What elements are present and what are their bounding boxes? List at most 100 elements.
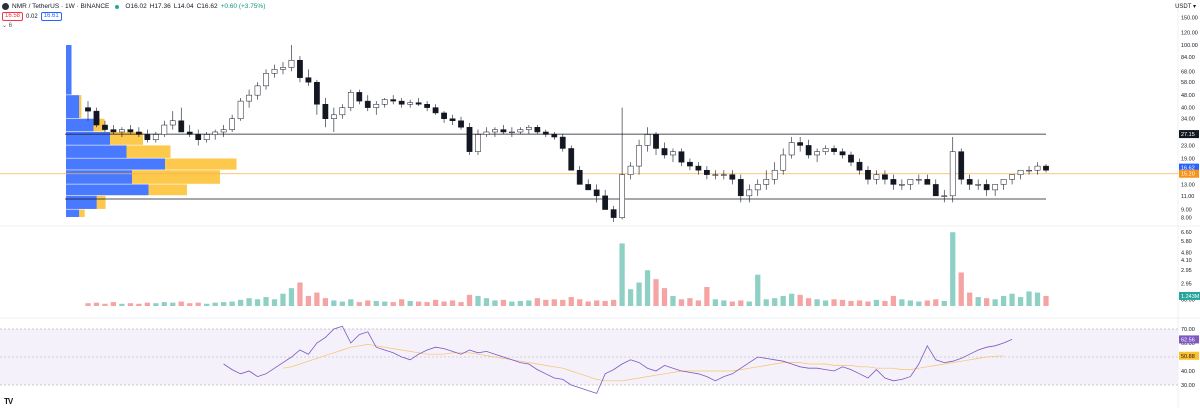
volume-profile-value-bar (79, 209, 85, 217)
volume-bar (390, 302, 396, 306)
candle-body (949, 151, 956, 197)
volume-profile-bar (66, 209, 80, 217)
volume-bar (339, 301, 345, 306)
price-tick-label: 48.00 (1181, 93, 1195, 99)
chevron-down-icon: ⌄ (2, 23, 8, 29)
symbol-title[interactable]: NMR / TetherUS · 1W · BINANCE (12, 3, 110, 10)
candle-body (729, 174, 736, 180)
rsi-tick-label: 60.00 (1181, 341, 1195, 347)
volume-bar (136, 303, 142, 306)
candle-body (814, 151, 820, 156)
volume-bar (831, 299, 837, 306)
level-price-label-bg (1179, 130, 1199, 139)
candle-body (263, 73, 269, 87)
candle-body (839, 151, 846, 156)
volume-bar (280, 293, 286, 306)
volume-bar (916, 301, 922, 306)
candle-body (110, 129, 117, 133)
volume-bar (263, 297, 269, 306)
sell-button[interactable]: 16.58 (2, 12, 24, 21)
volume-bar (1000, 295, 1007, 306)
rsi-tick-label: 70.00 (1181, 327, 1195, 333)
volume-profile-value-bar (165, 158, 237, 170)
ohlc-close: C16.62 (196, 3, 218, 10)
rsi-tick-label: 40.00 (1181, 369, 1195, 375)
candle-body (695, 165, 702, 171)
candle-body (831, 148, 837, 152)
candle-body (704, 169, 710, 175)
candle-body (314, 81, 320, 105)
volume-bar (1017, 297, 1024, 306)
candle-body (246, 94, 252, 102)
volume-bar (984, 298, 990, 306)
trade-buttons: 16.58 0.02 16.61 (2, 12, 62, 21)
volume-bar (221, 302, 227, 306)
currency-label: USDT (1175, 4, 1192, 10)
volume-bar (755, 274, 761, 306)
volume-bar (407, 300, 413, 306)
candle-body (992, 184, 999, 191)
volume-profile-value-bar (110, 131, 143, 145)
candle-body (237, 100, 244, 119)
candle-body (449, 118, 456, 122)
indicator-count: 6 (8, 23, 13, 29)
candle-body (152, 134, 159, 140)
price-tick-label: 19.00 (1181, 156, 1195, 162)
volume-bar (636, 282, 642, 306)
ohlc-low: L14.04 (173, 3, 194, 10)
volume-bar (348, 299, 354, 306)
volume-profile-value-bar (96, 195, 106, 209)
volume-bar (958, 272, 964, 306)
indicators-toggle[interactable]: ⌄ 6 (2, 22, 12, 29)
candle-body (593, 189, 600, 197)
volume-tick-label: 2.95 (1181, 282, 1192, 288)
candle-body (144, 134, 151, 140)
candle-body (848, 154, 854, 163)
price-tick-label: 8.00 (1181, 216, 1192, 222)
volume-bar (797, 294, 803, 306)
volume-profile-bar (66, 131, 110, 145)
volume-profile-bar (66, 184, 149, 196)
volume-bar (627, 289, 634, 306)
candle-body (534, 127, 541, 133)
volume-bar (475, 295, 481, 306)
candle-body (687, 161, 693, 167)
candle-body (271, 69, 278, 74)
candle-body (856, 161, 863, 171)
candle-body (1017, 169, 1024, 175)
candle-body (1043, 165, 1049, 171)
candle-body (644, 134, 651, 146)
candle-body (585, 184, 592, 191)
currency-selector[interactable]: USDT ▾ (1175, 3, 1196, 10)
volume-profile-bar (66, 195, 97, 209)
current-price-label: 15.20 (1181, 172, 1195, 178)
volume-bar (237, 299, 244, 306)
rsi-label-bg (1179, 335, 1199, 344)
volume-bar (975, 297, 981, 306)
candle-body (441, 112, 447, 119)
volume-bar (356, 302, 362, 306)
volume-tick-label: 6.60 (1181, 230, 1192, 236)
candle-body (229, 118, 236, 130)
volume-bar (729, 301, 735, 306)
volume-bar (704, 287, 710, 306)
candle-body (186, 131, 193, 135)
price-tick-label: 58.00 (1181, 80, 1195, 86)
candle-body (958, 151, 965, 180)
volume-bar (1034, 292, 1041, 306)
volume-bar (839, 299, 846, 306)
rsi-ma-line (282, 344, 1004, 382)
buy-button[interactable]: 16.61 (40, 12, 62, 21)
volume-bar (178, 301, 184, 306)
volume-bar (670, 295, 676, 306)
candle-body (932, 184, 939, 197)
volume-bar (924, 300, 930, 306)
volume-profile-bar (66, 170, 132, 184)
candle-body (771, 169, 778, 180)
rsi-line (223, 325, 1013, 394)
candle-body (178, 120, 185, 133)
volume-tick-label: 2.95 (1181, 268, 1192, 274)
volume-bar (967, 292, 973, 306)
candle-body (924, 179, 931, 185)
